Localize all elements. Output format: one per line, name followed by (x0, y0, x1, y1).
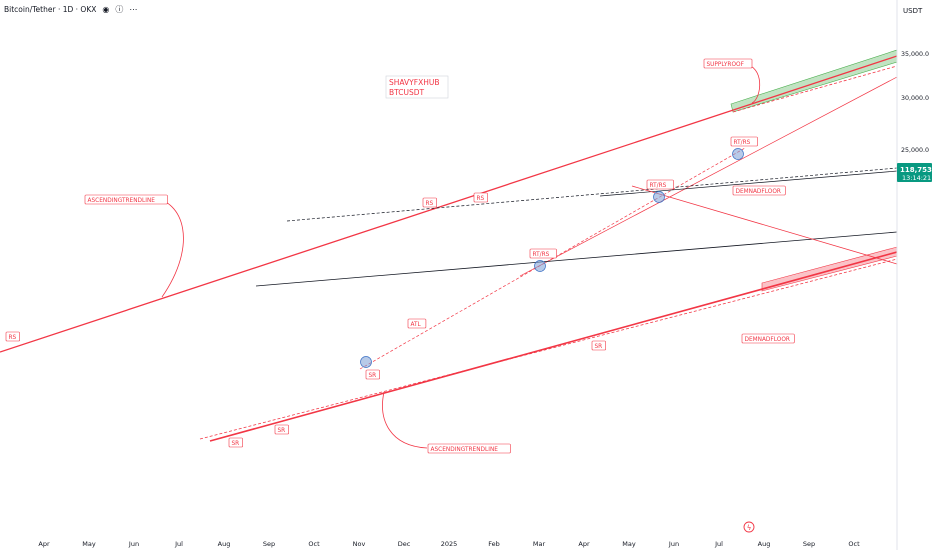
price-tick-label: 25,000.0 (901, 147, 929, 154)
symbol-title: Bitcoin/Tether · 1D · OKX (4, 5, 97, 14)
time-axis[interactable]: Apr May Jun Jul Aug Sep Oct Nov Dec 2025 Feb Mar Apr… (38, 540, 860, 548)
upper-ascending-dashed (732, 65, 897, 113)
time-tick-label: Jun (668, 540, 679, 548)
rtrs-label-2-box (646, 179, 674, 190)
chart-header: Bitcoin/Tether · 1D · OKX ◉ ⓘ ⋯ (4, 4, 137, 15)
time-tick-label: Apr (38, 540, 50, 548)
sr-label-1-box (365, 369, 380, 380)
atl-label-box (407, 318, 427, 329)
demand-floor-large-label-box (741, 333, 795, 344)
touch-point-2 (534, 260, 546, 272)
time-tick-label: 2025 (441, 540, 458, 548)
more-icon[interactable]: ⋯ (129, 5, 138, 14)
lower-ascending-trendline (209, 251, 897, 442)
price-axis-bg (897, 0, 932, 550)
watermark-box (385, 75, 449, 99)
time-tick-label: May (82, 540, 96, 548)
sr-label-3-box (274, 424, 289, 435)
currency-label: USDT (903, 7, 923, 15)
last-price-value: 118,753.1 (900, 166, 932, 174)
resistance-solid (599, 170, 897, 197)
sr-label-2-box (228, 437, 243, 448)
mid-support-line (255, 231, 897, 287)
price-tick-label: 35,000.0 (901, 51, 929, 58)
last-price-marker: 118,753.1 13:14:21 (897, 163, 932, 182)
watermark-line-2: BTCUSDT (389, 88, 425, 97)
inner-rising-solid (519, 76, 897, 277)
time-tick-label: Jul (714, 540, 723, 548)
time-tick-label: Feb (488, 540, 500, 548)
rs-label-1: RS (9, 335, 17, 341)
supply-roof-label: SUPPLYROOF (707, 62, 744, 68)
time-tick-label: Jul (174, 540, 183, 548)
rs-label-3-box (473, 192, 488, 203)
lower-trendline-connector (382, 391, 428, 449)
sr-label-4-box (591, 340, 606, 351)
upper-trendline-connector (149, 196, 184, 298)
screenshot-icon[interactable]: ◉ (102, 5, 110, 14)
ascending-trendline-upper-label: ASCENDINGTRENDLINE (88, 198, 156, 204)
demand-floor-small-label-box (732, 185, 786, 196)
rtrs-label-3-box (730, 136, 758, 147)
rtrs-label-1-box (529, 248, 557, 259)
resistance-dashed (286, 167, 897, 222)
time-tick-label: Nov (353, 540, 366, 548)
time-tick-label: Apr (578, 540, 590, 548)
time-tick-label: Dec (398, 540, 411, 548)
sr-label-1: SR (369, 373, 377, 379)
touch-point-3 (653, 191, 665, 203)
rtrs-label-1: RT/RS (533, 252, 550, 258)
demand-floor-large-label: DEMNADFLOOR (745, 337, 790, 343)
lightning-icon-ring (743, 521, 755, 533)
time-tick-label: Sep (803, 540, 815, 548)
time-tick-label: Oct (308, 540, 320, 548)
time-tick-label: Aug (758, 540, 771, 548)
time-tick-label: Aug (218, 540, 231, 548)
rtrs-label-2: RT/RS (650, 183, 667, 189)
sr-label-4: SR (595, 344, 603, 350)
annotations-layer: SUPPLYROOF ASCENDINGTRENDLINE ASCENDINGTRE… (5, 58, 795, 454)
touch-point-1 (360, 356, 372, 368)
sr-label-2: SR (232, 441, 240, 447)
time-tick-label: Jun (128, 540, 139, 548)
rs-label-3: RS (477, 196, 485, 202)
price-tick-label: 30,000.0 (901, 95, 929, 102)
rs-label-2-box (422, 197, 437, 208)
rs-label-2: RS (426, 201, 434, 207)
time-tick-label: May (622, 540, 636, 548)
lightning-icon[interactable]: ϟ (747, 524, 752, 532)
ascending-trendline-lower-label: ASCENDINGTRENDLINE (431, 447, 499, 453)
time-tick-label: Oct (848, 540, 860, 548)
touch-point-4 (732, 148, 744, 160)
rs-label-1-box (5, 331, 20, 342)
price-axis[interactable]: USDT 25,000.0 30,000.0 35,000.0 (901, 7, 929, 154)
last-price-countdown: 13:14:21 (902, 174, 931, 182)
watermark-line-1: SHAVYFXHUB (389, 78, 440, 87)
last-price-bg (897, 163, 932, 182)
info-icon[interactable]: ⓘ (115, 5, 124, 14)
demand-floor-small-label: DEMNADFLOOR (736, 189, 781, 195)
rtrs-label-3: RT/RS (734, 140, 751, 146)
watermark: SHAVYFXHUB BTCUSDT (385, 75, 449, 99)
ascending-trendline-lower-label-box (427, 443, 511, 454)
flash-button[interactable]: ϟ (743, 521, 755, 533)
supply-roof-label-box (703, 58, 753, 69)
atl-label: ATL (411, 322, 422, 328)
trendline-layer (0, 49, 897, 442)
sr-label-3: SR (278, 428, 286, 434)
lower-ascending-dashed (199, 258, 897, 440)
ascending-trendline-upper-label-box (84, 194, 168, 205)
time-tick-label: Sep (263, 540, 275, 548)
upper-ascending-trendline (0, 55, 897, 353)
demand-zone (761, 246, 897, 292)
time-tick-label: Mar (533, 540, 546, 548)
descending-trendline (631, 185, 897, 265)
